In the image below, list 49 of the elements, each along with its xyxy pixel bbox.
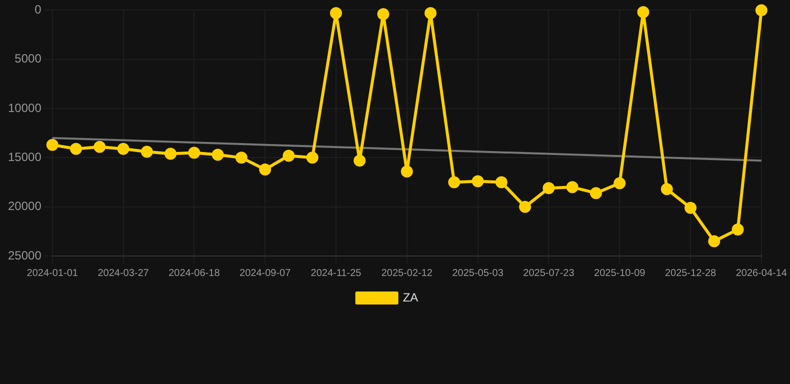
point: [590, 187, 602, 200]
point: [164, 148, 177, 160]
point: [755, 4, 768, 16]
point: [377, 8, 390, 20]
x-tick-label: 2025-05-03: [452, 268, 504, 279]
y-tick-label: 25000: [8, 248, 42, 262]
point: [400, 165, 413, 178]
point: [212, 148, 224, 161]
point: [495, 176, 508, 188]
point: [306, 152, 318, 164]
point: [259, 163, 272, 176]
point: [330, 7, 342, 20]
y-tick-label: 0: [34, 2, 42, 17]
x-tick-label: 2024-11-25: [310, 268, 362, 279]
y-tick-label: 15000: [8, 150, 42, 164]
x-tick-label: 2025-02-12: [381, 268, 433, 279]
point: [46, 138, 58, 151]
point: [542, 182, 555, 194]
x-tick-label: 2025-10-09: [594, 268, 646, 279]
x-tick-label: 2025-12-28: [664, 268, 717, 279]
point: [282, 150, 295, 162]
x-tick-label: 2025-07-23: [523, 268, 575, 279]
point: [70, 142, 82, 155]
point: [188, 146, 200, 159]
point: [637, 6, 650, 18]
x-tick-label: 2024-09-07: [240, 268, 292, 279]
point: [684, 202, 697, 214]
point: [732, 223, 744, 236]
x-tick-label: 2024-01-01: [26, 268, 78, 279]
legend-label: ZA: [402, 290, 418, 304]
point: [614, 177, 626, 190]
y-tick-label: 20000: [8, 199, 42, 214]
x-tick-label: 2024-06-18: [168, 268, 220, 279]
y-tick-label: 10000: [8, 100, 42, 115]
point: [519, 200, 532, 213]
point: [660, 183, 673, 196]
y-tick-label: 5000: [14, 52, 42, 66]
x-tick-label: 2026-04-14: [736, 268, 788, 279]
point: [94, 140, 106, 153]
x-tick-label: 2024-03-27: [98, 268, 150, 279]
point: [448, 176, 460, 188]
point: [140, 146, 153, 158]
point: [354, 154, 366, 167]
point: [566, 181, 578, 194]
point: [424, 7, 437, 20]
point: [708, 235, 720, 248]
point: [472, 175, 484, 188]
point: [235, 152, 248, 164]
point: [117, 142, 130, 155]
